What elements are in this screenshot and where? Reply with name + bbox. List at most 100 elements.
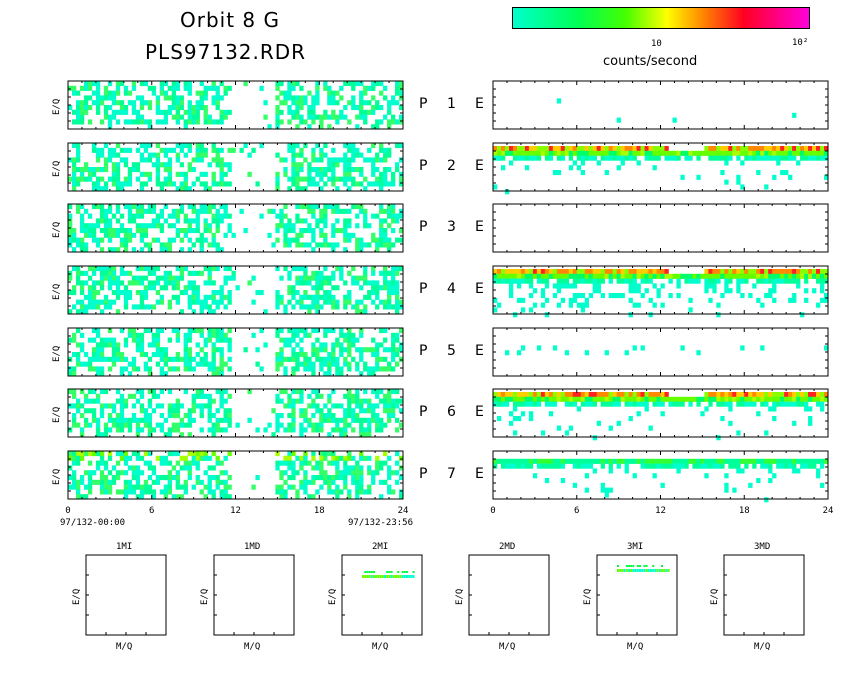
heat-cell	[616, 458, 621, 464]
heat-cell	[75, 208, 81, 214]
heat-cell	[215, 328, 220, 334]
heat-cell	[493, 273, 498, 279]
heat-cell	[520, 463, 526, 469]
heat-cell	[95, 105, 101, 111]
heat-cell	[676, 468, 681, 474]
heat-cell	[648, 155, 653, 161]
heat-cell	[83, 167, 89, 173]
heat-cell	[103, 90, 109, 96]
heat-cell	[275, 223, 280, 229]
heat-cell	[99, 266, 105, 272]
heat-cell	[127, 361, 133, 367]
heat-cell	[107, 90, 113, 96]
heat-cell	[664, 273, 669, 279]
heat-cell	[644, 396, 649, 402]
heat-cell	[159, 162, 165, 168]
heat-cell	[95, 304, 101, 310]
heat-cell	[640, 293, 645, 299]
heat-cell	[560, 297, 566, 303]
heat-cell	[103, 337, 109, 343]
heat-cell	[359, 427, 364, 433]
heat-cell	[792, 463, 797, 469]
heat-cell	[584, 487, 590, 493]
heat-cell	[211, 494, 216, 500]
heat-cell	[123, 294, 129, 300]
heat-cell	[135, 223, 141, 229]
heat-cell	[131, 413, 137, 419]
heat-cell	[163, 247, 169, 253]
heat-cell	[299, 242, 304, 248]
heat-cell	[275, 393, 280, 399]
heat-cell	[508, 396, 514, 402]
heat-cell	[79, 342, 85, 348]
heat-cell	[175, 398, 180, 404]
heat-cell	[303, 332, 308, 338]
heat-cell	[572, 401, 578, 407]
heat-cell	[103, 460, 109, 466]
heat-cell	[812, 392, 817, 398]
heat-cell	[588, 155, 594, 161]
heat-cell	[99, 470, 105, 476]
heat-cell	[740, 146, 745, 152]
heat-cell	[752, 283, 757, 289]
mq-data-cell	[643, 569, 646, 572]
heat-cell	[764, 150, 769, 156]
heat-cell	[493, 458, 498, 464]
heat-cell	[327, 242, 332, 248]
heat-cell	[772, 150, 777, 156]
heat-cell	[616, 278, 621, 284]
heat-cell	[568, 392, 574, 398]
heat-cell	[103, 294, 109, 300]
heat-cell	[608, 392, 613, 398]
heat-cell	[367, 422, 372, 428]
heat-cell	[167, 280, 172, 286]
heat-cell	[187, 328, 192, 334]
heat-cell	[359, 90, 364, 96]
heat-cell	[620, 278, 625, 284]
heat-cell	[143, 181, 149, 187]
heat-cell	[287, 95, 292, 101]
heat-cell	[572, 392, 578, 398]
heat-cell	[311, 413, 316, 419]
heat-cell	[712, 392, 717, 398]
heat-cell	[724, 482, 729, 488]
heat-cell	[335, 342, 340, 348]
heat-cell	[375, 470, 380, 476]
heat-cell	[87, 105, 93, 111]
heat-cell	[343, 81, 348, 87]
heat-cell	[323, 109, 328, 115]
heat-cell	[371, 403, 376, 409]
heat-cell	[548, 155, 554, 161]
heat-cell	[107, 479, 113, 485]
heat-cell	[339, 228, 344, 234]
heat-cell	[171, 285, 176, 291]
heat-cell	[231, 232, 236, 238]
heat-cell	[616, 269, 621, 275]
heat-cell	[199, 393, 204, 399]
heat-cell	[596, 288, 601, 294]
heat-cell	[508, 278, 514, 284]
heat-cell	[115, 398, 121, 404]
heat-cell	[83, 81, 89, 87]
heat-cell	[127, 465, 133, 471]
mq-x-label: M/Q	[372, 642, 389, 652]
heat-cell	[187, 223, 192, 229]
heat-cell	[95, 181, 101, 187]
heat-cell	[395, 389, 400, 395]
mq-data-cell	[403, 575, 406, 578]
heat-cell	[367, 294, 372, 300]
heat-cell	[71, 143, 77, 149]
heat-cell	[768, 293, 773, 299]
heat-cell	[528, 283, 534, 289]
heat-cell	[660, 283, 665, 289]
heat-cell	[123, 176, 129, 182]
heat-cell	[275, 85, 280, 91]
heat-cell	[223, 204, 228, 210]
heat-cell	[387, 389, 392, 395]
heat-cell	[107, 285, 113, 291]
heat-cell	[528, 411, 534, 417]
heat-cell	[75, 356, 81, 362]
heat-cell	[323, 114, 328, 120]
heat-cell	[79, 290, 85, 296]
heat-cell	[307, 275, 312, 281]
